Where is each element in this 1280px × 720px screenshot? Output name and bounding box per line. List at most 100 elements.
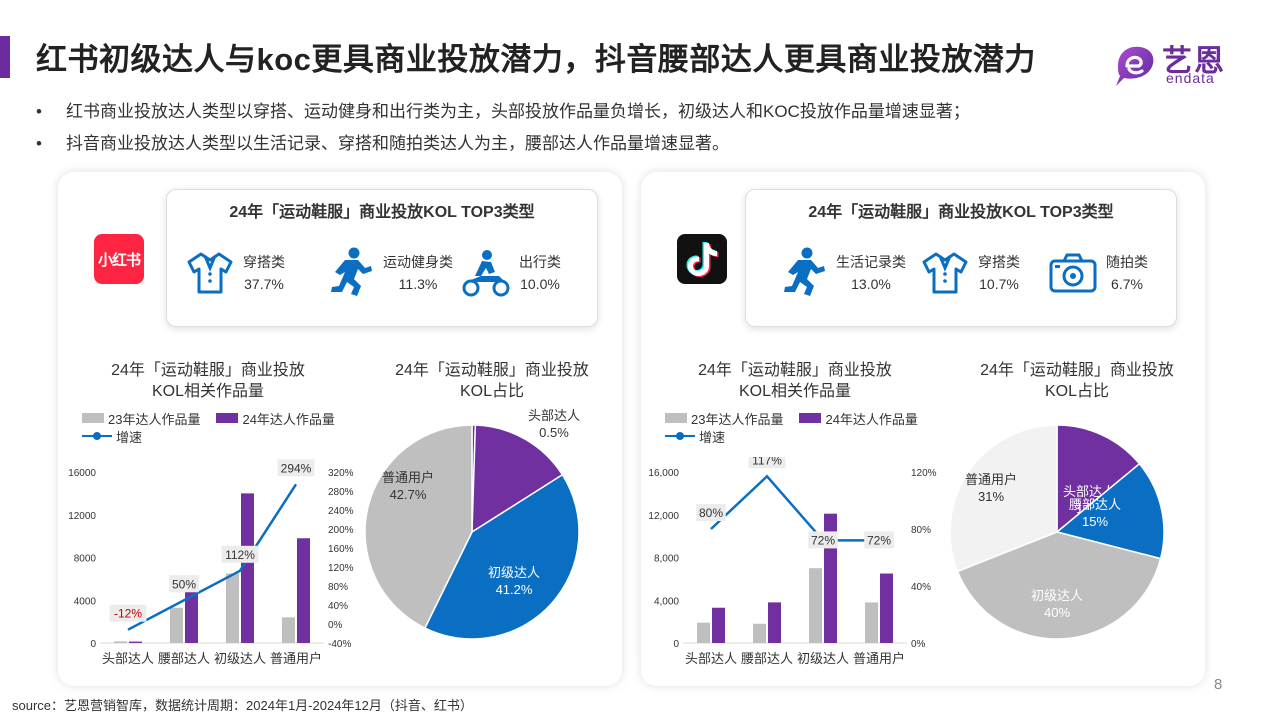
logo-en: endata xyxy=(1166,70,1215,86)
growth-label: 72% xyxy=(811,533,835,547)
growth-label-bg xyxy=(109,604,147,622)
top3-item: 运动健身类 11.3% xyxy=(323,246,453,300)
pie-slice-label: 初级达人 xyxy=(488,565,540,580)
y-tick-label: 4000 xyxy=(74,596,97,607)
page-number: 8 xyxy=(1214,676,1223,693)
page-title: 红书初级达人与koc更具商业投放潜力，抖音腰部达人更具商业投放潜力 xyxy=(36,42,1036,77)
growth-label: 80% xyxy=(699,506,723,520)
bar-legend: 23年达人作品量 24年达人作品量 增速 xyxy=(665,409,918,445)
x-tick-label: 头部达人 xyxy=(102,651,154,666)
growth-label-bg xyxy=(221,545,259,563)
top3-box: 24年「运动鞋服」商业投放KOL TOP3类型 生活记录类 13.0% 穿搭类 … xyxy=(745,189,1177,327)
running-man-icon xyxy=(784,247,825,296)
y2-tick-label: 280% xyxy=(328,487,354,498)
legend-swatch-24 xyxy=(216,413,239,423)
bar-24 xyxy=(880,573,893,643)
pie-slice-label: 普通用户 xyxy=(382,470,434,485)
y2-tick-label: -40% xyxy=(328,639,351,650)
y2-tick-label: 0% xyxy=(911,639,926,650)
legend-swatch-23 xyxy=(665,413,687,423)
pie-slice-label: 头部达人 xyxy=(528,408,580,423)
x-tick-label: 初级达人 xyxy=(214,651,266,666)
y2-tick-label: 120% xyxy=(328,563,354,574)
legend-label: 增速 xyxy=(699,429,726,445)
bar-title-line: 24年「运动鞋服」商业投放 xyxy=(111,362,305,379)
legend-label: 23年达人作品量 xyxy=(108,411,201,427)
y2-tick-label: 120% xyxy=(911,468,937,479)
xiaohongshu-panel: 小红书 24年「运动鞋服」商业投放KOL TOP3类型 穿搭类 37.7% 运动… xyxy=(58,172,622,686)
legend-label: 增速 xyxy=(116,429,143,445)
pie-slice-value: 40% xyxy=(1044,605,1070,620)
y2-tick-label: 80% xyxy=(911,525,931,536)
bar-23 xyxy=(809,568,822,643)
pie-slice-value: 42.7% xyxy=(390,487,427,502)
legend-label: 24年达人作品量 xyxy=(825,411,918,427)
bar-title-line: KOL相关作品量 xyxy=(738,383,852,400)
y-tick-label: 16,000 xyxy=(648,468,679,479)
bar-24 xyxy=(297,538,310,643)
top3-box: 24年「运动鞋服」商业投放KOL TOP3类型 穿搭类 37.7% 运动健身类 … xyxy=(166,189,598,327)
top3-name: 穿搭类 xyxy=(243,254,285,270)
bar-24 xyxy=(185,589,198,643)
pie-slice-value: 0.5% xyxy=(539,425,569,440)
y2-tick-label: 0% xyxy=(328,620,343,631)
bar-23 xyxy=(170,607,183,643)
pie-slice xyxy=(949,424,1058,573)
motorcycle-icon xyxy=(462,250,510,297)
x-tick-label: 腰部达人 xyxy=(741,651,793,666)
top3-value: 37.7% xyxy=(244,276,284,292)
pie-slice-value: 41.2% xyxy=(496,582,533,597)
logo-cn: 艺恩 xyxy=(1162,45,1226,78)
pie-slice xyxy=(471,424,564,534)
top3-name: 运动健身类 xyxy=(383,254,453,270)
top3-name: 随拍类 xyxy=(1106,254,1148,270)
growth-line xyxy=(710,474,879,542)
growth-label: 50% xyxy=(172,577,196,591)
growth-line xyxy=(127,483,298,631)
top3-item: 生活记录类 13.0% xyxy=(776,246,906,300)
pie-slice xyxy=(364,424,473,630)
top3-item: 出行类 10.0% xyxy=(459,246,561,300)
bar-24 xyxy=(712,607,725,643)
growth-label: 117% xyxy=(752,457,782,467)
bar-23 xyxy=(753,623,766,643)
legend-label: 24年达人作品量 xyxy=(242,411,335,427)
growth-label: 72% xyxy=(867,533,891,547)
y2-tick-label: 200% xyxy=(328,525,354,536)
title-accent-bar xyxy=(0,36,10,78)
top3-value: 11.3% xyxy=(398,276,438,292)
top3-name: 生活记录类 xyxy=(836,254,906,270)
bar-23 xyxy=(114,641,127,643)
xiaohongshu-bar-chart: 0 4000 8000 12000 16000 -40% 0% 40% 80% 120% 160% 2… xyxy=(68,459,354,666)
xiaohongshu-logo-icon: 小红书 xyxy=(94,234,144,284)
douyin-logo-icon xyxy=(677,234,727,284)
pie-slice xyxy=(956,531,1162,640)
bullet-item: 红书商业投放达人类型以穿搭、运动健身和出行类为主，头部投放作品量负增长，初级达人… xyxy=(36,100,970,132)
top3-item: 穿搭类 10.7% xyxy=(918,246,1020,300)
y2-tick-label: 40% xyxy=(911,582,931,593)
y-tick-label: 0 xyxy=(90,639,96,650)
bullet-item: 抖音商业投放达人类型以生活记录、穿搭和随拍类达人为主，腰部达人作品量增速显著。 xyxy=(36,132,970,164)
pie-slice-value: 15% xyxy=(1082,514,1108,529)
bar-23 xyxy=(226,573,239,643)
top3-item: 穿搭类 37.7% xyxy=(183,246,285,300)
pie-chart-title: 24年「运动鞋服」商业投放 KOL占比 xyxy=(957,360,1197,402)
bar-title-line: KOL相关作品量 xyxy=(151,383,265,400)
tiktok-note-icon xyxy=(686,242,719,277)
pie-title-line: KOL占比 xyxy=(1044,383,1110,400)
growth-label-bg xyxy=(277,459,315,477)
top3-name: 穿搭类 xyxy=(978,254,1020,270)
y2-tick-label: 160% xyxy=(328,544,354,555)
pie-title-line: 24年「运动鞋服」商业投放 xyxy=(980,362,1174,379)
top3-value: 10.7% xyxy=(979,276,1019,292)
legend-label: 23年达人作品量 xyxy=(691,411,784,427)
growth-label-bg xyxy=(808,531,838,549)
y-tick-label: 12000 xyxy=(68,511,96,522)
x-tick-label: 普通用户 xyxy=(853,651,905,666)
shirt-icon xyxy=(922,252,968,294)
growth-label: 294% xyxy=(281,461,312,475)
bar-24 xyxy=(129,641,142,643)
x-tick-label: 腰部达人 xyxy=(158,651,210,666)
running-man-icon xyxy=(331,247,372,296)
